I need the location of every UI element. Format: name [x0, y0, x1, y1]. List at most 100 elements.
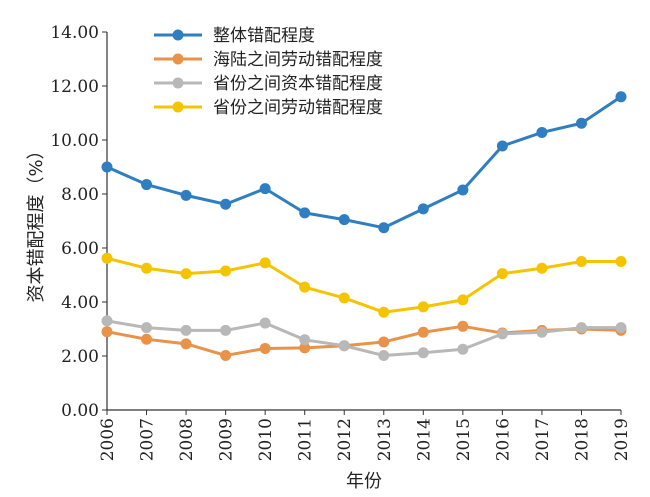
x-tick-label: 2017: [533, 418, 553, 461]
legend-label: 海陆之间劳动错配程度: [213, 50, 383, 70]
data-point: [180, 189, 192, 201]
data-point: [141, 333, 153, 345]
x-tick-label: 2016: [493, 418, 513, 461]
series-line: [106, 324, 622, 357]
legend-swatch-marker: [172, 77, 184, 89]
data-point: [220, 324, 232, 336]
data-point: [299, 334, 311, 346]
data-point: [615, 91, 627, 103]
y-axis-title: 资本错配程度（%）: [26, 141, 47, 302]
x-tick-label: 2013: [375, 418, 395, 461]
data-point: [575, 117, 587, 129]
data-point: [378, 349, 390, 361]
data-point: [378, 222, 390, 234]
series-1: [101, 320, 627, 361]
x-tick-label: 2019: [612, 418, 632, 461]
x-tick-label: 2012: [335, 418, 355, 461]
data-point: [615, 256, 627, 267]
series-line: [106, 95, 622, 230]
data-point: [101, 252, 113, 264]
y-tick-label: 0.00: [61, 401, 99, 421]
legend-label: 整体错配程度: [213, 26, 315, 46]
legend-label: 省份之间资本错配程度: [213, 74, 383, 94]
legend-item: 省份之间劳动错配程度: [154, 98, 383, 118]
x-axis-title: 年份: [346, 471, 382, 492]
data-point: [417, 347, 429, 359]
data-point: [259, 257, 271, 269]
data-point: [417, 203, 429, 215]
data-point: [338, 214, 350, 226]
x-tick-label: 2006: [98, 418, 118, 461]
data-point: [457, 320, 469, 332]
x-tick-label: 2007: [138, 418, 158, 461]
data-point: [220, 349, 232, 361]
x-tick-label: 2008: [177, 418, 197, 461]
data-point: [141, 322, 153, 334]
data-point: [299, 281, 311, 293]
data-point: [220, 265, 232, 277]
data-point: [180, 324, 192, 336]
data-point: [536, 262, 548, 274]
data-point: [457, 343, 469, 355]
y-tick-label: 10.00: [50, 131, 99, 151]
data-point: [141, 262, 153, 274]
tick-labels: 0.00 2.00 4.00 6.00 8.00 10.00 12.00 14.00 2006 2…: [50, 23, 632, 461]
legend-swatch-marker: [172, 53, 184, 65]
data-point: [299, 342, 311, 354]
data-point: [180, 338, 192, 350]
x-tick-label: 2018: [572, 418, 592, 461]
data-point: [180, 268, 192, 280]
y-tick-label: 6.00: [61, 239, 99, 259]
data-point: [417, 326, 429, 338]
data-point: [259, 342, 271, 354]
series-2: [101, 315, 627, 361]
x-tick-label: 2011: [296, 418, 316, 461]
y-tick-label: 8.00: [61, 185, 99, 205]
y-tick-label: 2.00: [61, 347, 99, 367]
data-point: [615, 322, 627, 334]
data-point: [457, 184, 469, 196]
data-point: [338, 292, 350, 304]
data-point: [141, 179, 153, 191]
data-point: [101, 161, 113, 173]
series-0: [101, 91, 627, 234]
data-point: [536, 126, 548, 138]
data-point: [259, 183, 271, 195]
series-group: [101, 91, 627, 361]
x-tick-label: 2009: [217, 418, 237, 461]
data-point: [338, 340, 350, 352]
legend-swatch-marker: [172, 101, 184, 113]
data-point: [457, 294, 469, 306]
data-point: [259, 317, 271, 329]
legend-item: 海陆之间劳动错配程度: [154, 50, 383, 70]
y-tick-label: 4.00: [61, 293, 99, 313]
data-point: [299, 207, 311, 219]
data-point: [575, 256, 587, 267]
data-point: [378, 336, 390, 348]
data-point: [101, 326, 113, 338]
data-point: [378, 306, 390, 318]
data-point: [536, 326, 548, 338]
legend-item: 省份之间资本错配程度: [154, 74, 383, 94]
data-point: [496, 268, 508, 280]
data-point: [575, 322, 587, 334]
legend-swatch-marker: [172, 29, 184, 41]
data-point: [496, 140, 508, 152]
legend-label: 省份之间劳动错配程度: [213, 98, 383, 118]
data-point: [496, 328, 508, 340]
series-line: [106, 319, 621, 357]
chart-axes: [106, 32, 621, 411]
x-tick-label: 2014: [414, 418, 434, 461]
series-line: [106, 256, 621, 314]
y-tick-label: 14.00: [50, 23, 99, 43]
data-point: [417, 301, 429, 313]
x-tick-label: 2010: [256, 418, 276, 461]
series-3: [101, 252, 627, 318]
y-tick-label: 12.00: [50, 77, 99, 97]
data-point: [220, 198, 232, 210]
legend-item: 整体错配程度: [154, 26, 315, 46]
x-tick-label: 2015: [454, 418, 474, 461]
data-point: [101, 315, 113, 327]
